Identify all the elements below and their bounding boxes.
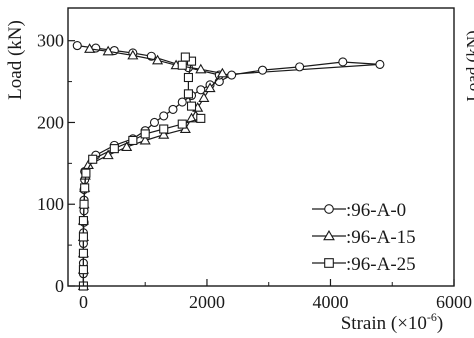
legend-label: :96-A-0	[346, 200, 406, 221]
series-line	[82, 48, 224, 286]
data-point	[183, 89, 193, 99]
data-point	[195, 63, 207, 74]
y-axis-label: Load (kN)	[5, 20, 26, 100]
legend-marker	[323, 229, 335, 241]
data-point	[152, 54, 164, 65]
x-tick-label: 2000	[189, 292, 225, 312]
legend-marker	[324, 204, 334, 214]
data-point	[196, 113, 206, 123]
data-point	[257, 65, 268, 75]
data-point	[102, 45, 114, 56]
data-point	[204, 82, 216, 93]
data-point	[177, 119, 187, 129]
data-point	[139, 134, 151, 145]
ticks-layer: 0 2000 4000 6000 0 100 200 300	[37, 31, 472, 312]
y-tick-label: 200	[37, 112, 64, 132]
y-tick-label: 0	[55, 276, 64, 296]
x-tick-label: 4000	[312, 292, 348, 312]
plot-frame	[67, 7, 455, 287]
data-point	[216, 67, 228, 78]
y-tick-label: 100	[37, 194, 64, 214]
data-point	[375, 59, 385, 69]
data-point	[78, 248, 88, 258]
data-point	[177, 60, 187, 70]
series-line	[82, 56, 202, 286]
data-point	[196, 85, 206, 95]
data-point	[158, 129, 170, 139]
right-axis-label-fragment: Load (kN)	[463, 30, 474, 101]
data-point	[72, 41, 82, 51]
series-1	[72, 41, 385, 291]
data-point	[81, 168, 91, 178]
x-axis-label-close: )	[437, 313, 443, 334]
data-point	[180, 52, 190, 62]
data-point	[109, 144, 119, 154]
data-point	[121, 141, 133, 151]
x-tick-label: 6000	[436, 292, 472, 312]
data-point	[177, 97, 187, 107]
data-point	[80, 183, 90, 193]
series-3	[78, 52, 206, 291]
legend: :96-A-0 :96-A-15 :96-A-25	[312, 200, 416, 275]
x-axis-label-text: Strain (×10	[341, 313, 427, 334]
legend-marker	[324, 258, 334, 268]
series-line	[77, 45, 380, 286]
data-point	[140, 129, 150, 139]
data-point	[78, 265, 88, 275]
data-point	[127, 49, 139, 60]
data-point	[159, 124, 169, 134]
x-axis-label: Strain (×10-6)	[341, 310, 444, 334]
data-point	[79, 199, 89, 209]
series-2	[77, 43, 228, 291]
data-point	[198, 92, 210, 102]
data-point	[168, 104, 178, 114]
data-point	[295, 62, 305, 72]
data-point	[78, 216, 88, 226]
legend-label: :96-A-15	[346, 227, 416, 248]
data-point	[159, 111, 169, 121]
data-point	[128, 135, 138, 146]
y-tick-label: 300	[37, 31, 64, 51]
x-tick-label: 0	[79, 292, 88, 312]
legend-label: :96-A-25	[346, 254, 416, 275]
data-point	[78, 232, 88, 242]
data-point	[149, 117, 160, 128]
data-point	[186, 101, 197, 111]
data-point	[183, 72, 193, 83]
data-point	[102, 149, 114, 160]
data-point	[84, 43, 96, 53]
data-point	[338, 57, 348, 67]
data-point	[88, 154, 98, 164]
x-axis-label-exponent: -6	[427, 310, 437, 324]
data-point	[227, 70, 237, 80]
series-layer	[72, 41, 385, 291]
